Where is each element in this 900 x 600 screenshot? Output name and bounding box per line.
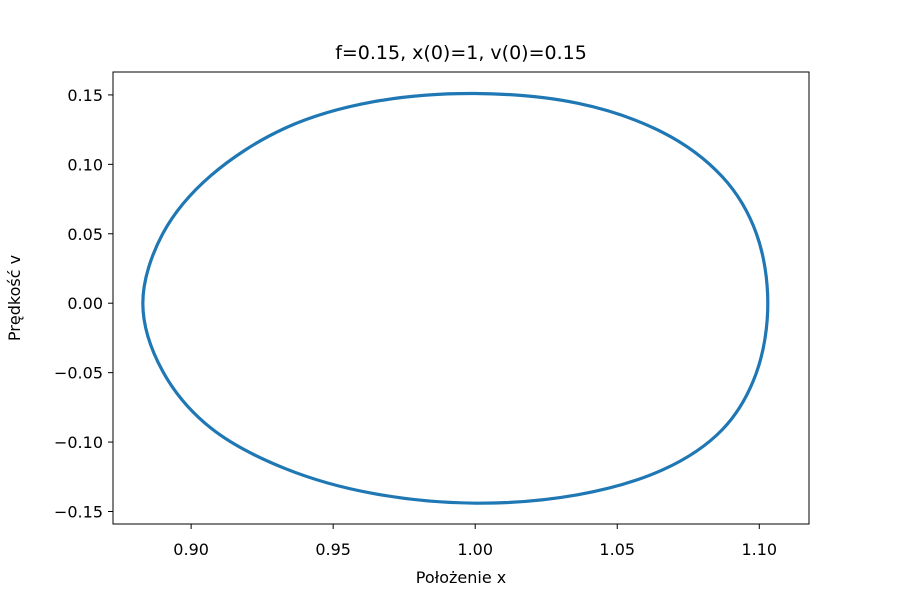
x-tick-label: 1.05 (599, 540, 635, 559)
y-axis-label: Prędkość v (5, 255, 24, 341)
y-tick-label: 0.15 (67, 86, 103, 105)
axes-frame (112, 71, 810, 525)
chart-title: f=0.15, x(0)=1, v(0)=0.15 (335, 42, 587, 64)
y-tick-label: 0.10 (67, 155, 103, 174)
y-tick-label: 0.00 (67, 294, 103, 313)
x-tick-label: 1.00 (457, 540, 493, 559)
x-tick-label: 1.10 (741, 540, 777, 559)
plot-area (141, 91, 770, 505)
y-axis: 0.15 0.10 0.05 0.00 −0.05 −0.10 −0.15 (54, 86, 113, 522)
x-axis-label: Położenie x (416, 568, 506, 587)
y-tick-label: −0.15 (54, 503, 103, 522)
series-line-0 (141, 91, 770, 505)
x-axis: 0.90 0.95 1.00 1.05 1.10 (173, 524, 777, 559)
y-tick-label: −0.05 (54, 364, 103, 383)
x-tick-label: 0.95 (315, 540, 351, 559)
y-tick-label: 0.05 (67, 225, 103, 244)
y-tick-label: −0.10 (54, 433, 103, 452)
x-tick-label: 0.90 (173, 540, 209, 559)
